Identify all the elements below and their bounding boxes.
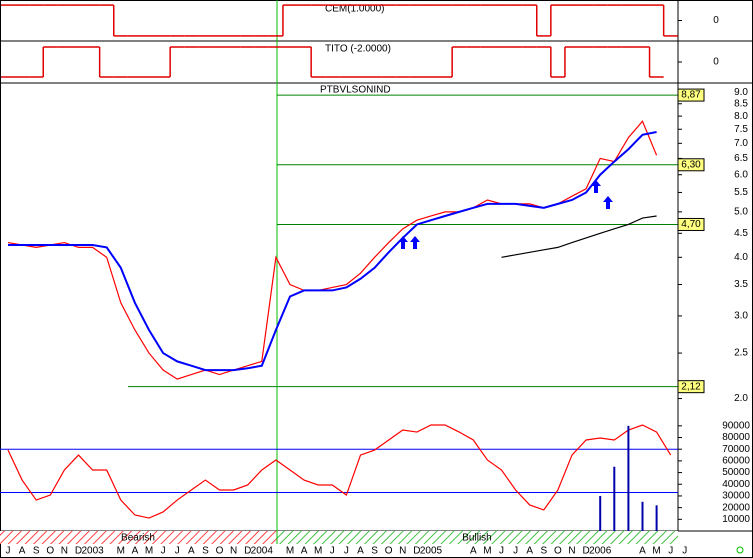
x-tick-label: M [117, 546, 125, 557]
x-tick-label: 2003 [81, 546, 104, 557]
x-tick-label: D [244, 546, 251, 557]
volume-bar [599, 495, 602, 531]
level-label-box [677, 158, 705, 172]
y-tick-label: 80000 [722, 432, 750, 443]
y-tick-label: 6.5 [734, 153, 748, 164]
y-tick-label: 9.0 [734, 87, 748, 98]
y-tick-label: 4.5 [734, 228, 748, 239]
y-tick-label: 40000 [722, 479, 750, 490]
x-tick-label: 2006 [589, 546, 612, 557]
volume-bar [655, 505, 658, 531]
volume-bar [613, 466, 616, 531]
x-tick-label: J [6, 546, 11, 557]
x-tick-label: J [513, 546, 518, 557]
y-tick-label: 3.5 [734, 279, 748, 290]
y-tick-label: 70000 [722, 444, 750, 455]
x-tick-label: J [499, 546, 504, 557]
x-tick-label: O [554, 546, 562, 557]
signal-arrows [398, 180, 613, 249]
y-tick-label: 60000 [722, 456, 750, 467]
level-label-box [677, 217, 705, 231]
y-tick-label: 7.5 [734, 124, 748, 135]
x-tick-label: A [526, 546, 533, 557]
x-tick-label: A [132, 546, 139, 557]
x-tick-label: S [202, 546, 209, 557]
x-tick-label: N [568, 546, 575, 557]
volume-bar [627, 425, 630, 531]
y-tick-label: 90000 [722, 420, 750, 431]
y-tick-label: 4.0 [734, 252, 748, 263]
panel-title: TITO (-2.0000) [325, 44, 391, 55]
regime-label: Bullish [462, 533, 491, 544]
x-tick-label: J [175, 546, 180, 557]
x-tick-label: J [668, 546, 673, 557]
y-tick-label: 3.0 [734, 311, 748, 322]
level-label-box [677, 380, 705, 394]
x-tick-label: M [483, 546, 491, 557]
x-tick-label: A [639, 546, 646, 557]
series-line [7, 120, 658, 380]
x-tick-label: S [371, 546, 378, 557]
level-label: 6,30 [681, 159, 701, 170]
x-tick-label: A [470, 546, 477, 557]
panel-title: PTBVLSONIND [320, 85, 391, 96]
x-tick-label: 2004 [251, 546, 274, 557]
x-tick-label: O [385, 546, 393, 557]
y-tick-label: 5.5 [734, 187, 748, 198]
x-tick-label: A [19, 546, 26, 557]
x-tick-label: O [216, 546, 224, 557]
y-tick-label: 8.5 [734, 98, 748, 109]
x-tick-label: S [540, 546, 547, 557]
x-tick-label: D [582, 546, 589, 557]
x-tick-label: M [314, 546, 322, 557]
level-label: 2,12 [681, 381, 701, 392]
series-line [8, 131, 657, 372]
x-tick-label: S [33, 546, 40, 557]
y-tick-label: 0 [713, 57, 719, 68]
x-tick-label: D [75, 546, 82, 557]
panel-title: CEM(1.0000) [325, 4, 384, 15]
bullish-band [277, 531, 678, 544]
x-tick-label: J [161, 546, 166, 557]
level-label-box [677, 88, 705, 102]
x-tick-label: A [188, 546, 195, 557]
x-tick-label: N [230, 546, 237, 557]
status-dot [736, 546, 744, 554]
x-tick-label: 2005 [420, 546, 443, 557]
y-tick-label: 2.0 [734, 393, 748, 404]
series-line [501, 215, 657, 258]
x-tick-label: N [61, 546, 68, 557]
buy-arrow [591, 180, 601, 193]
y-tick-label: 30000 [722, 491, 750, 502]
regime-label: Bearish [121, 533, 155, 544]
y-tick-label: 10000 [722, 514, 750, 525]
volume-bar [641, 501, 644, 531]
x-tick-label: M [145, 546, 153, 557]
x-tick-label: A [357, 546, 364, 557]
y-tick-label: 0 [713, 15, 719, 26]
x-tick-label: A [301, 546, 308, 557]
y-tick-label: 5.0 [734, 207, 748, 218]
series-line [7, 424, 672, 519]
x-tick-label: M [286, 546, 294, 557]
x-tick-label: J [682, 546, 687, 557]
y-tick-label: 7.0 [734, 138, 748, 149]
x-tick-label: M [652, 546, 660, 557]
x-tick-label: J [344, 546, 349, 557]
x-tick-label: N [399, 546, 406, 557]
buy-arrow [603, 196, 613, 209]
y-tick-label: 50000 [722, 467, 750, 478]
x-tick-label: D [413, 546, 420, 557]
x-tick-label: J [330, 546, 335, 557]
level-label: 4,70 [681, 219, 701, 230]
y-tick-label: 20000 [722, 502, 750, 513]
x-tick-label: O [46, 546, 54, 557]
y-tick-label: 8.0 [734, 111, 748, 122]
y-tick-label: 6.0 [734, 169, 748, 180]
buy-arrow [410, 236, 420, 249]
level-label: 8,87 [681, 90, 701, 101]
y-tick-label: 2.5 [734, 348, 748, 359]
bearish-band [0, 531, 277, 544]
